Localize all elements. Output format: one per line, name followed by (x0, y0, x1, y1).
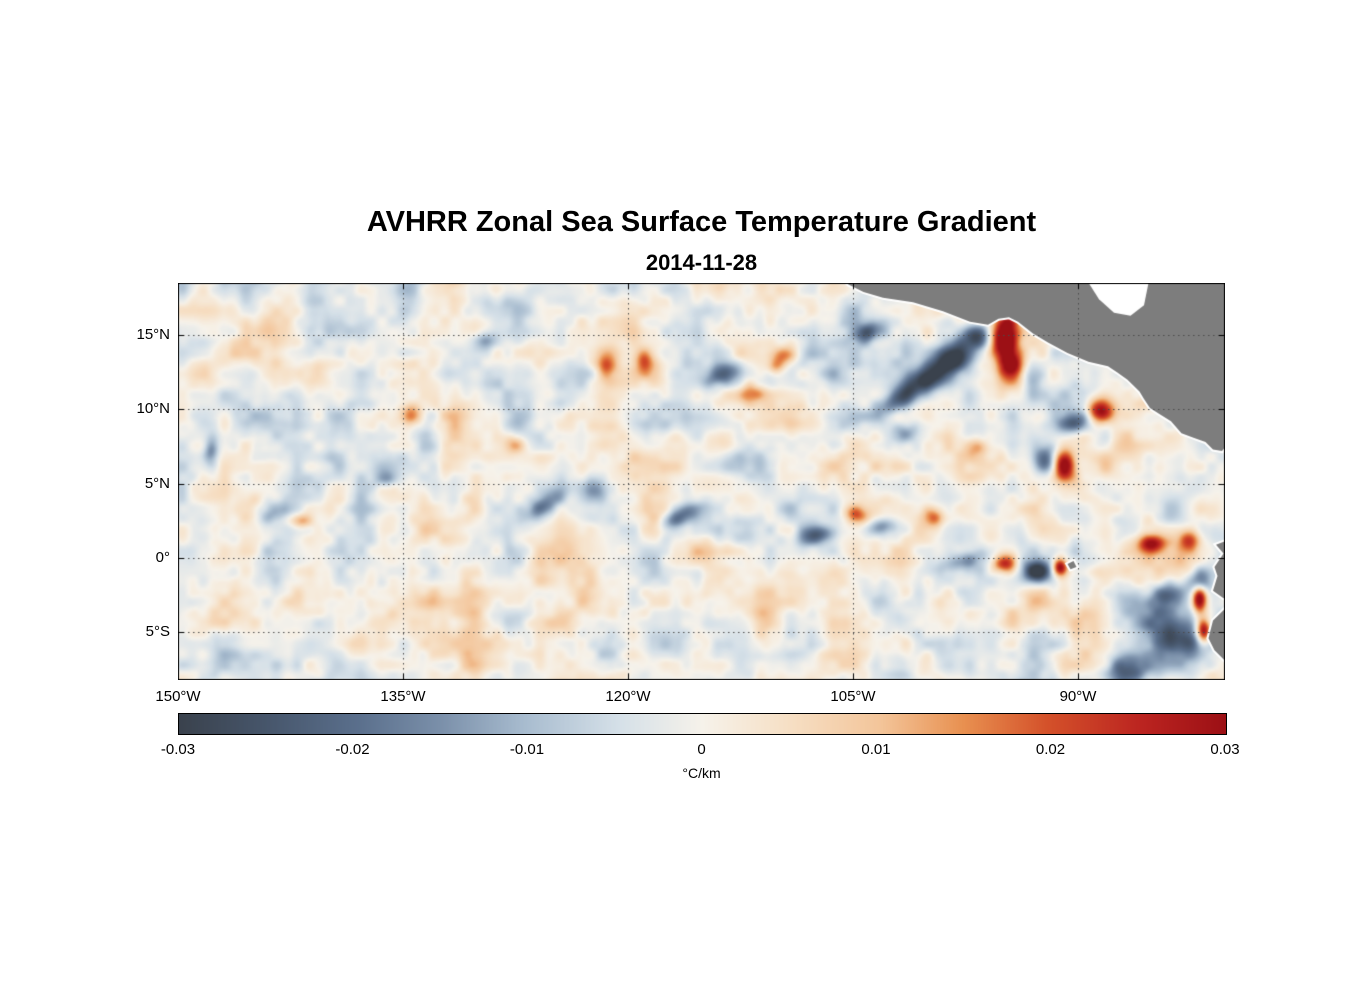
x-axis-tick-label: 150°W (155, 688, 201, 705)
x-axis-tick-label: 105°W (830, 688, 876, 705)
y-axis-tick-label: 10°N (136, 400, 170, 418)
map-plot-area (178, 283, 1225, 680)
colorbar-tick-label: -0.02 (335, 741, 370, 758)
x-axis-tick-label: 120°W (605, 688, 651, 705)
colorbar-tick-label: 0.01 (861, 741, 891, 758)
colorbar-tick-label: 0.02 (1035, 741, 1066, 758)
y-axis-tick-label: 5°S (145, 623, 170, 641)
x-axis-tick-label: 135°W (380, 688, 426, 705)
colorbar (178, 713, 1227, 735)
y-axis-tick-label: 5°N (144, 474, 170, 492)
y-axis-tick-label: 0° (155, 549, 170, 567)
plot-title: AVHRR Zonal Sea Surface Temperature Grad… (366, 206, 1037, 238)
colorbar-units-label: °C/km (682, 765, 721, 781)
heatmap-canvas (178, 283, 1225, 680)
colorbar-tick-label: -0.01 (509, 741, 545, 758)
y-axis-tick-label: 15°N (136, 326, 170, 344)
colorbar-tick-label: -0.03 (160, 741, 196, 758)
plot-subtitle: 2014-11-28 (645, 250, 758, 275)
colorbar-tick-label: 0 (697, 741, 706, 758)
x-axis-tick-label: 90°W (1059, 688, 1097, 705)
colorbar-tick-label: 0.03 (1210, 741, 1240, 758)
